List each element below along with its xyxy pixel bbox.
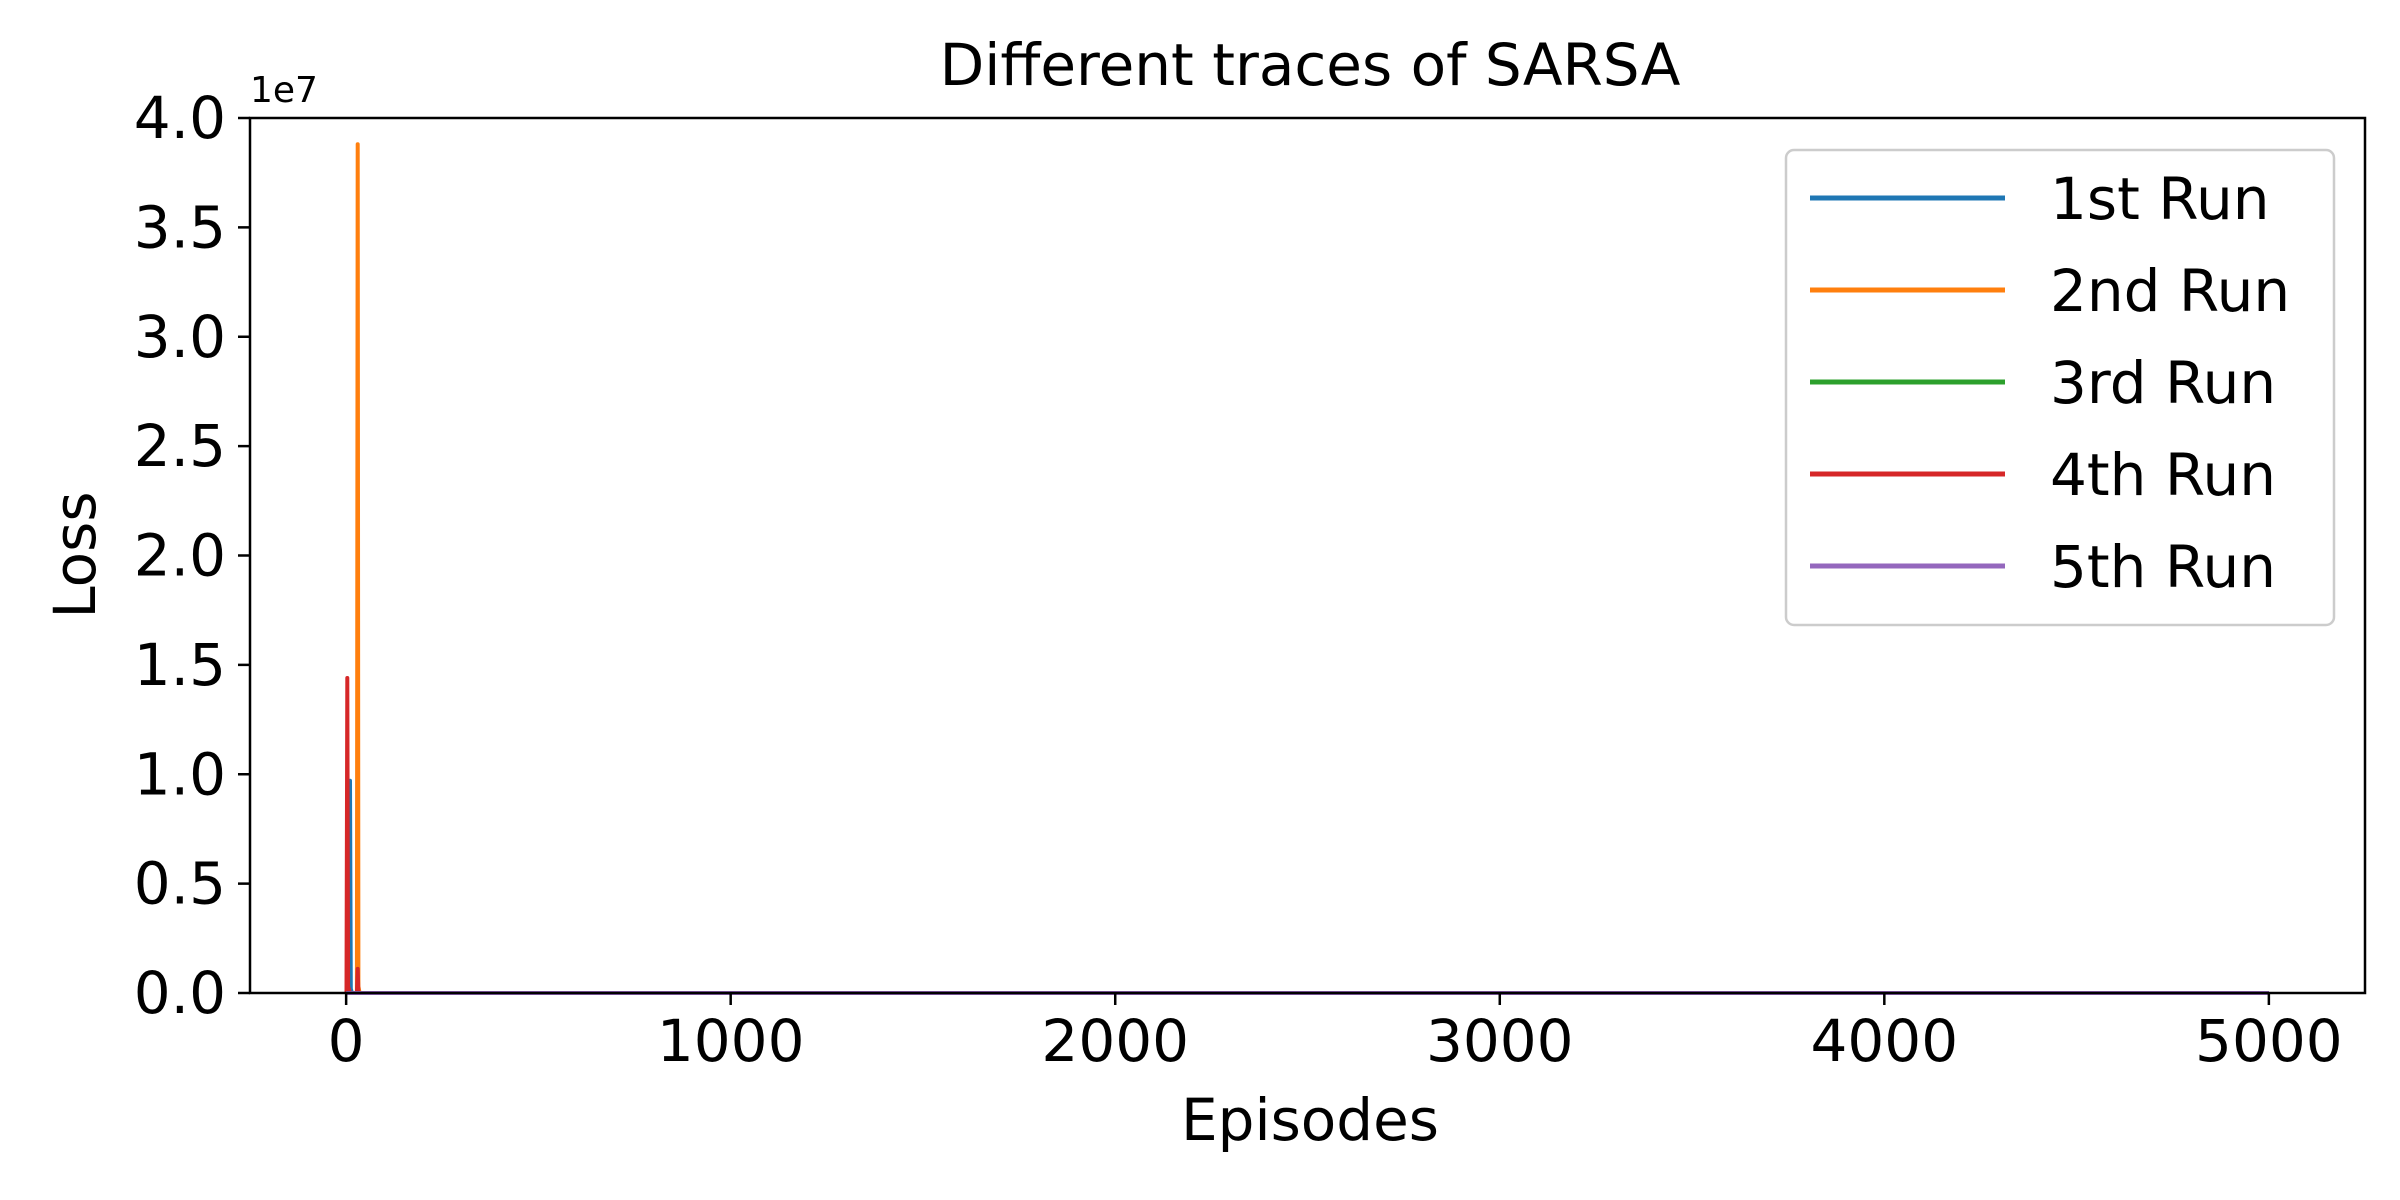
y-tick-label: 3.5 xyxy=(134,193,226,261)
y-tick-label: 4.0 xyxy=(134,84,226,152)
y-tick-label: 3.0 xyxy=(134,303,226,371)
x-tick-label: 0 xyxy=(328,1007,365,1075)
x-tick-label: 1000 xyxy=(657,1007,805,1075)
x-tick-label: 4000 xyxy=(1811,1007,1959,1075)
y-tick-label: 2.0 xyxy=(134,522,226,590)
y-tick-label: 0.0 xyxy=(134,959,226,1027)
legend-label-5th-run: 5th Run xyxy=(2050,533,2276,601)
y-tick-label: 2.5 xyxy=(134,412,226,480)
legend-label-4th-run: 4th Run xyxy=(2050,441,2276,509)
y-tick-label: 0.5 xyxy=(134,850,226,918)
x-tick-label: 2000 xyxy=(1041,1007,1189,1075)
y-tick-label: 1.5 xyxy=(134,631,226,699)
y-offset-label: 1e7 xyxy=(250,70,318,111)
x-axis: 0 1000 2000 3000 4000 5000 xyxy=(328,993,2343,1075)
legend-label-1st-run: 1st Run xyxy=(2050,165,2270,233)
y-axis: 0.0 0.5 1.0 1.5 2.0 2.5 3.0 3.5 4.0 xyxy=(134,84,250,1027)
x-tick-label: 5000 xyxy=(2195,1007,2343,1075)
y-tick-label: 1.0 xyxy=(134,740,226,808)
legend-label-2nd-run: 2nd Run xyxy=(2050,257,2290,325)
legend-label-3rd-run: 3rd Run xyxy=(2050,349,2276,417)
x-axis-label: Episodes xyxy=(1181,1086,1439,1154)
legend: 1st Run 2nd Run 3rd Run 4th Run 5th Run xyxy=(1784,148,2336,627)
chart-title: Different traces of SARSA xyxy=(940,31,1681,99)
x-tick-label: 3000 xyxy=(1426,1007,1574,1075)
legend-box xyxy=(1784,148,2336,627)
y-axis-label: Loss xyxy=(41,491,109,618)
